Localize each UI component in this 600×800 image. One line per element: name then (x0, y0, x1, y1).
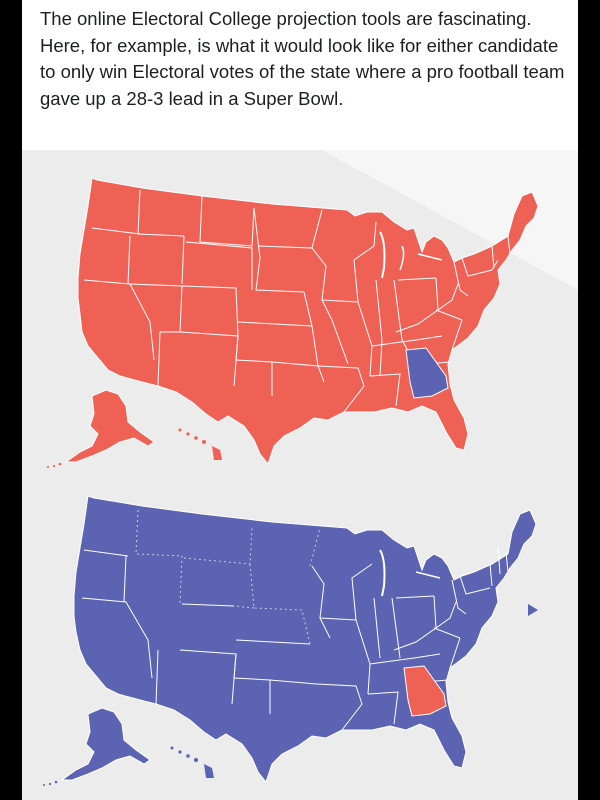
post-frame: The online Electoral College projection … (22, 0, 578, 800)
aleutians-blue (43, 780, 58, 786)
map-republican-sweep (47, 177, 539, 468)
post-caption-text: The online Electoral College projection … (40, 8, 565, 109)
dotted-borders-bottom (135, 509, 321, 645)
aleutians-red (47, 462, 62, 468)
alaska-blue (60, 707, 151, 781)
post-caption-panel: The online Electoral College projection … (22, 0, 578, 150)
map-democratic-sweep (43, 495, 538, 786)
map-image (22, 150, 578, 800)
state-borders-bottom (81, 545, 509, 731)
hawaii-blue (170, 746, 214, 778)
dc-marker-blue (528, 604, 538, 616)
state-borders-top (83, 189, 511, 413)
alaska-red (64, 389, 155, 463)
electoral-maps-svg (22, 150, 578, 800)
georgia-bottom-highlight (403, 665, 447, 717)
hawaii-red (178, 428, 222, 460)
georgia-top-highlight (405, 347, 449, 399)
